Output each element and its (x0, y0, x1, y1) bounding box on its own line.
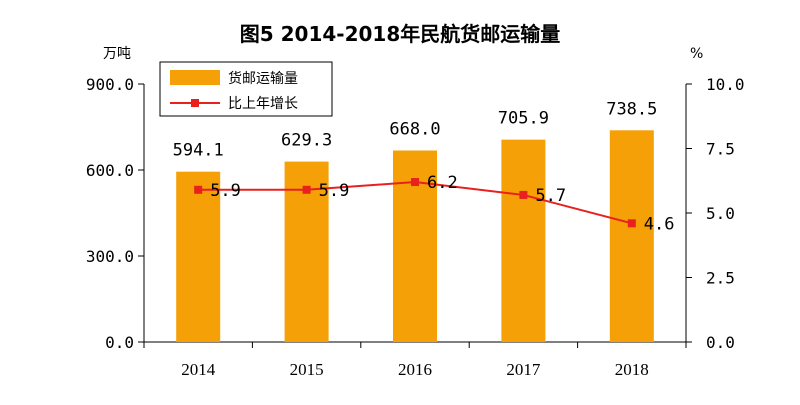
legend-line-label: 比上年增长 (228, 96, 298, 112)
growth-value-label: 5.9 (319, 181, 350, 201)
growth-value-label: 6.2 (427, 173, 458, 193)
bar-value-label: 705.9 (498, 109, 549, 129)
left-tick-label: 0.0 (105, 333, 134, 352)
left-tick-label: 900.0 (86, 75, 134, 94)
chart-title: 图5 2014-2018年民航货邮运输量 (240, 22, 561, 46)
bar (609, 130, 654, 342)
growth-marker (194, 185, 203, 194)
growth-marker (411, 178, 419, 187)
right-tick-label: 0.0 (706, 333, 735, 352)
growth-value-label: 5.7 (535, 186, 566, 206)
legend: 货邮运输量 比上年增长 (159, 61, 333, 117)
right-tick-label: 7.5 (706, 140, 735, 159)
growth-marker (627, 219, 636, 228)
right-axis-unit: % (690, 46, 703, 62)
growth-marker (302, 185, 311, 194)
left-tick-label: 600.0 (86, 161, 134, 180)
legend-bar-swatch (170, 70, 220, 85)
right-tick-label: 10.0 (706, 75, 745, 94)
x-tick-label: 2016 (398, 360, 432, 379)
x-tick-label: 2018 (615, 360, 649, 379)
legend-line-marker (191, 99, 199, 107)
x-tick-label: 2015 (290, 360, 324, 379)
growth-marker (519, 190, 528, 199)
plot-area: 0.0 300.0 600.0 900.0 0.0 2.5 5.0 7.5 10.0 2014 20… (86, 75, 745, 379)
bar-value-label: 738.5 (606, 99, 657, 119)
left-axis-unit: 万吨 (103, 46, 131, 62)
legend-bar-label: 货邮运输量 (228, 70, 298, 87)
right-tick-label: 2.5 (706, 269, 735, 288)
x-tick-label: 2017 (506, 360, 541, 379)
x-tick-label: 2014 (181, 360, 216, 379)
right-tick-label: 5.0 (706, 204, 735, 223)
bar-value-label: 629.3 (281, 131, 332, 151)
left-tick-label: 300.0 (86, 247, 134, 266)
bar (501, 139, 546, 342)
bar (176, 171, 221, 342)
bar-value-label: 668.0 (389, 120, 440, 140)
growth-value-label: 5.9 (210, 181, 241, 201)
bar-value-label: 594.1 (173, 141, 224, 161)
growth-value-label: 4.6 (644, 214, 675, 234)
